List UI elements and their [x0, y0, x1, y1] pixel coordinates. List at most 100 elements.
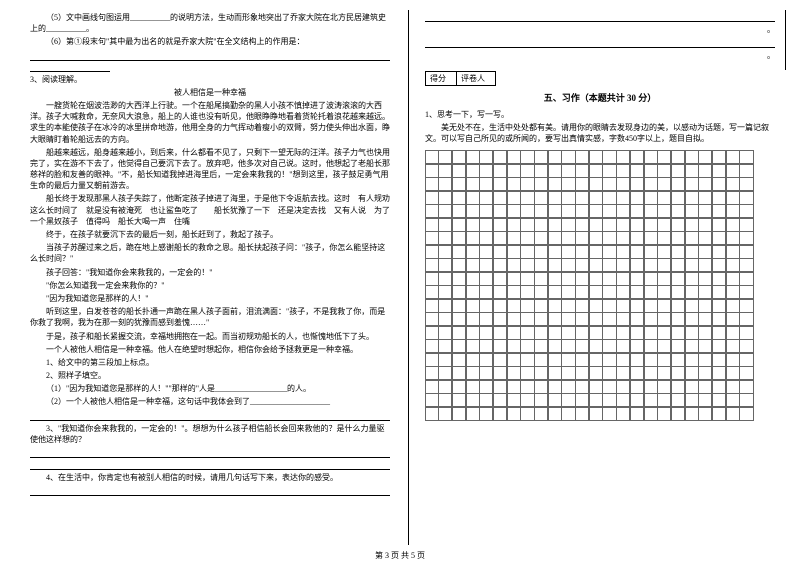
grid-cell — [561, 353, 575, 367]
grid-cell — [438, 380, 452, 394]
sub-q4: 4、在生活中，你肯定也有被别人相信的时候，请用几句话写下来，表达你的感受。 — [30, 472, 390, 483]
grid-cell — [493, 258, 507, 272]
grid-cell — [534, 231, 548, 245]
grid-cell — [479, 380, 493, 394]
grid-cell — [466, 204, 480, 218]
grid-cell — [561, 339, 575, 353]
grid-cell — [726, 245, 740, 259]
grid-cell — [534, 272, 548, 286]
grid-cell — [657, 272, 671, 286]
margin-line — [785, 10, 786, 70]
grid-cell — [698, 407, 712, 421]
grid-row — [425, 178, 775, 192]
grid-cell — [657, 353, 671, 367]
grid-cell — [602, 164, 616, 178]
grid-cell — [534, 312, 548, 326]
grid-cell — [739, 231, 753, 245]
grid-cell — [602, 285, 616, 299]
grid-cell — [479, 339, 493, 353]
grid-cell — [438, 150, 452, 164]
grid-cell — [452, 299, 466, 313]
grid-cell — [589, 380, 603, 394]
grid-row — [425, 299, 775, 313]
grid-cell — [534, 285, 548, 299]
grid-cell — [616, 366, 630, 380]
grid-row — [425, 407, 775, 421]
grid-cell — [575, 272, 589, 286]
grid-cell — [739, 285, 753, 299]
para-1: 一艘货轮在烟波浩渺的大西洋上行驶。一个在船尾搞勤杂的黑人小孩不慎掉进了波涛滚滚的… — [30, 100, 390, 145]
blank-line — [30, 447, 390, 458]
grid-cell — [589, 231, 603, 245]
grid-cell — [726, 285, 740, 299]
grid-cell — [425, 150, 439, 164]
grid-cell — [602, 150, 616, 164]
grid-cell — [466, 272, 480, 286]
grid-cell — [425, 218, 439, 232]
grid-cell — [602, 380, 616, 394]
grid-cell — [575, 177, 589, 191]
grid-cell — [712, 204, 726, 218]
grid-cell — [452, 366, 466, 380]
grid-cell — [726, 258, 740, 272]
grid-cell — [561, 285, 575, 299]
grid-cell — [452, 231, 466, 245]
grid-cell — [534, 177, 548, 191]
grid-cell — [534, 245, 548, 259]
grid-cell — [589, 312, 603, 326]
grid-cell — [657, 339, 671, 353]
grid-cell — [561, 191, 575, 205]
grid-cell — [726, 164, 740, 178]
grid-cell — [739, 366, 753, 380]
grid-cell — [561, 164, 575, 178]
grid-cell — [712, 164, 726, 178]
grid-cell — [507, 150, 521, 164]
grid-cell — [630, 272, 644, 286]
grid-cell — [671, 380, 685, 394]
grid-cell — [657, 366, 671, 380]
grid-cell — [616, 218, 630, 232]
grid-cell — [425, 245, 439, 259]
grid-cell — [712, 407, 726, 421]
grid-cell — [589, 299, 603, 313]
grid-cell — [657, 204, 671, 218]
grid-cell — [425, 272, 439, 286]
grid-cell — [575, 326, 589, 340]
grid-cell — [602, 272, 616, 286]
grid-cell — [575, 393, 589, 407]
grid-cell — [602, 231, 616, 245]
grid-cell — [630, 204, 644, 218]
grid-cell — [438, 258, 452, 272]
grid-cell — [479, 177, 493, 191]
grid-cell — [739, 312, 753, 326]
grid-cell — [479, 150, 493, 164]
grid-cell — [452, 380, 466, 394]
grid-cell — [507, 164, 521, 178]
grid-cell — [493, 191, 507, 205]
grid-cell — [493, 285, 507, 299]
grid-cell — [616, 299, 630, 313]
grid-cell — [630, 393, 644, 407]
grid-cell — [561, 272, 575, 286]
grid-cell — [575, 339, 589, 353]
grid-row — [425, 367, 775, 381]
grid-cell — [739, 164, 753, 178]
grid-cell — [657, 326, 671, 340]
grid-cell — [452, 150, 466, 164]
grid-cell — [520, 218, 534, 232]
grid-cell — [644, 285, 658, 299]
grid-cell — [685, 231, 699, 245]
grid-cell — [685, 245, 699, 259]
grid-cell — [712, 393, 726, 407]
para-11: 一个人被他人相信是一种幸福。他人在绝望时想起你，相信你会给予拯救更是一种幸福。 — [30, 344, 390, 355]
grid-cell — [630, 326, 644, 340]
grid-cell — [698, 245, 712, 259]
para-6: 孩子回答："我知道你会来救我的，一定会的！" — [30, 267, 390, 278]
grid-cell — [425, 312, 439, 326]
grid-cell — [425, 285, 439, 299]
grid-cell — [493, 272, 507, 286]
grid-cell — [726, 299, 740, 313]
grid-cell — [739, 393, 753, 407]
grid-cell — [685, 191, 699, 205]
sub-q2: 2、照样子填空。 — [30, 370, 390, 381]
